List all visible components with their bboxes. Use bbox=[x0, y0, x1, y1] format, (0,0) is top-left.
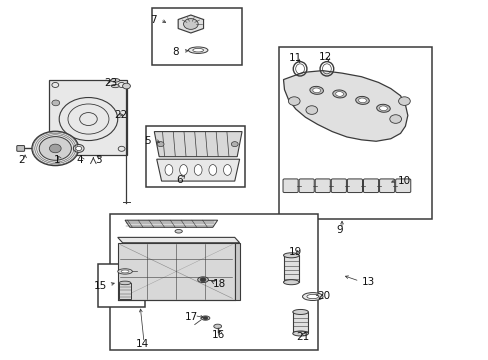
Bar bbox=[110, 214, 317, 350]
Polygon shape bbox=[154, 132, 242, 157]
Text: 5: 5 bbox=[144, 136, 151, 145]
Ellipse shape bbox=[292, 310, 308, 315]
Circle shape bbox=[32, 131, 79, 166]
Circle shape bbox=[122, 83, 130, 89]
Text: 19: 19 bbox=[288, 247, 302, 257]
Ellipse shape bbox=[194, 165, 202, 175]
Ellipse shape bbox=[201, 316, 209, 320]
Text: 12: 12 bbox=[318, 52, 331, 62]
Ellipse shape bbox=[376, 104, 389, 112]
Bar bbox=[49, 80, 127, 155]
Circle shape bbox=[231, 141, 238, 147]
Ellipse shape bbox=[179, 165, 187, 175]
Polygon shape bbox=[118, 243, 234, 300]
Ellipse shape bbox=[192, 48, 203, 52]
Bar bbox=[98, 264, 144, 307]
Ellipse shape bbox=[283, 253, 299, 258]
Ellipse shape bbox=[355, 96, 368, 104]
Ellipse shape bbox=[119, 281, 131, 285]
Polygon shape bbox=[234, 243, 239, 300]
Text: 14: 14 bbox=[135, 339, 148, 349]
Ellipse shape bbox=[197, 277, 208, 283]
FancyBboxPatch shape bbox=[17, 145, 24, 151]
Bar bbox=[283, 255, 299, 282]
Text: 8: 8 bbox=[172, 47, 178, 57]
Circle shape bbox=[203, 316, 207, 320]
Ellipse shape bbox=[73, 144, 84, 152]
Text: 18: 18 bbox=[212, 279, 225, 289]
Ellipse shape bbox=[332, 90, 346, 98]
Polygon shape bbox=[283, 71, 407, 141]
Ellipse shape bbox=[175, 229, 182, 233]
Text: 10: 10 bbox=[397, 176, 410, 186]
Text: 16: 16 bbox=[212, 330, 225, 340]
Text: 21: 21 bbox=[296, 332, 309, 342]
Circle shape bbox=[183, 19, 198, 30]
Ellipse shape bbox=[223, 165, 231, 175]
Ellipse shape bbox=[306, 294, 318, 299]
Ellipse shape bbox=[111, 78, 120, 82]
FancyBboxPatch shape bbox=[379, 179, 394, 193]
Text: 4: 4 bbox=[76, 155, 83, 165]
Text: 15: 15 bbox=[94, 281, 107, 291]
Text: 7: 7 bbox=[150, 15, 157, 26]
Text: 13: 13 bbox=[361, 277, 374, 287]
Polygon shape bbox=[125, 220, 217, 227]
FancyBboxPatch shape bbox=[299, 179, 314, 193]
Text: 17: 17 bbox=[185, 312, 198, 322]
Ellipse shape bbox=[309, 86, 323, 94]
Ellipse shape bbox=[111, 85, 119, 87]
FancyBboxPatch shape bbox=[363, 179, 378, 193]
Circle shape bbox=[49, 144, 61, 153]
Text: 3: 3 bbox=[95, 155, 102, 165]
Ellipse shape bbox=[302, 293, 323, 301]
Text: 2: 2 bbox=[19, 155, 25, 165]
Circle shape bbox=[288, 97, 300, 105]
Text: 20: 20 bbox=[317, 291, 330, 301]
Ellipse shape bbox=[208, 165, 216, 175]
Text: 9: 9 bbox=[336, 225, 342, 235]
Ellipse shape bbox=[312, 88, 320, 93]
Circle shape bbox=[52, 100, 60, 106]
Ellipse shape bbox=[118, 269, 132, 274]
Polygon shape bbox=[157, 159, 239, 181]
Text: 23: 23 bbox=[104, 78, 118, 88]
Text: 22: 22 bbox=[114, 111, 127, 121]
Circle shape bbox=[200, 278, 205, 282]
Circle shape bbox=[157, 141, 163, 147]
FancyBboxPatch shape bbox=[283, 179, 298, 193]
Polygon shape bbox=[118, 237, 239, 243]
Text: 6: 6 bbox=[176, 175, 182, 185]
Ellipse shape bbox=[335, 91, 343, 96]
FancyBboxPatch shape bbox=[315, 179, 330, 193]
Ellipse shape bbox=[379, 106, 386, 111]
Polygon shape bbox=[178, 15, 203, 33]
Ellipse shape bbox=[164, 165, 172, 175]
Ellipse shape bbox=[121, 270, 129, 273]
Bar bbox=[278, 47, 431, 220]
Ellipse shape bbox=[358, 98, 366, 103]
FancyBboxPatch shape bbox=[395, 179, 410, 193]
Bar bbox=[119, 283, 131, 299]
Ellipse shape bbox=[188, 47, 207, 53]
Ellipse shape bbox=[213, 324, 221, 328]
Bar bbox=[292, 312, 308, 333]
FancyBboxPatch shape bbox=[346, 179, 362, 193]
Circle shape bbox=[39, 136, 71, 160]
Circle shape bbox=[389, 115, 401, 123]
Circle shape bbox=[305, 106, 317, 114]
FancyBboxPatch shape bbox=[330, 179, 346, 193]
Ellipse shape bbox=[283, 280, 299, 285]
Text: 11: 11 bbox=[288, 53, 302, 63]
Bar bbox=[146, 126, 244, 187]
Bar bbox=[152, 8, 242, 65]
Text: 1: 1 bbox=[53, 155, 60, 165]
Ellipse shape bbox=[292, 331, 308, 336]
Circle shape bbox=[398, 97, 409, 105]
Ellipse shape bbox=[76, 146, 81, 150]
